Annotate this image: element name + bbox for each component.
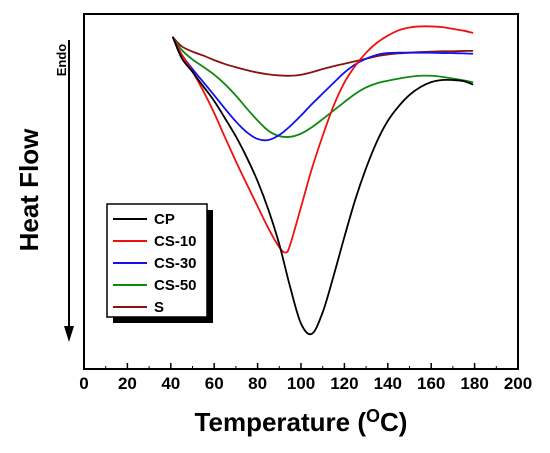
legend-label-s: S <box>154 299 164 316</box>
x-tick-label: 120 <box>330 374 358 393</box>
x-axis-ticks: 0 20 40 60 80 100 120 140 160 180 200 <box>79 363 532 393</box>
series-line-cs-10 <box>172 25 474 254</box>
endo-arrow-head <box>64 326 74 342</box>
legend-label-cs-50: CS-50 <box>154 277 197 294</box>
x-tick-label: 140 <box>374 374 402 393</box>
series-line-cp <box>172 36 474 336</box>
x-tick-label: 0 <box>79 374 88 393</box>
series-curves <box>172 25 474 336</box>
legend: CP CS-10 CS-30 CS-50 S <box>113 211 197 316</box>
x-axis-title: Temperature (OC) <box>195 406 408 437</box>
legend-label-cp: CP <box>154 211 175 228</box>
series-line-cs-50 <box>172 36 474 138</box>
x-axis-title-sup: O <box>366 406 380 426</box>
legend-label-cs-10: CS-10 <box>154 233 197 250</box>
x-tick-label: 100 <box>287 374 315 393</box>
x-axis-title-main: Temperature ( <box>195 407 367 437</box>
legend-box <box>106 203 208 318</box>
series-line-cs-30 <box>172 36 474 142</box>
endo-annotation: Endo <box>54 44 69 77</box>
x-axis-title-end: C) <box>380 407 407 437</box>
x-tick-label: 160 <box>417 374 445 393</box>
y-axis-title: Heat Flow <box>14 128 44 252</box>
x-tick-label: 80 <box>248 374 267 393</box>
x-tick-label: 180 <box>460 374 488 393</box>
legend-label-cs-30: CS-30 <box>154 255 197 272</box>
x-tick-label: 200 <box>504 374 532 393</box>
x-tick-label: 60 <box>205 374 224 393</box>
x-tick-label: 20 <box>118 374 137 393</box>
x-tick-label: 40 <box>161 374 180 393</box>
